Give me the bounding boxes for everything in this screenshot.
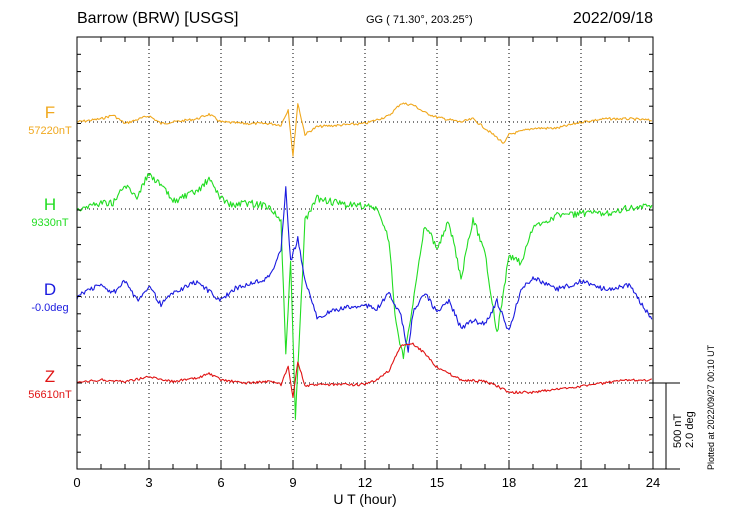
series-line-d bbox=[76, 186, 653, 353]
x-tick-label: 9 bbox=[289, 475, 296, 490]
series-line-z bbox=[76, 342, 652, 398]
x-tick-label: 18 bbox=[502, 475, 516, 490]
series-name-f: F bbox=[44, 103, 56, 122]
scale-bar-deg: 2.0 deg bbox=[684, 411, 696, 448]
plotted-timestamp: Plotted at 2022/09/27 00:10 UT bbox=[706, 344, 716, 470]
series-baseline-f: 57220nT bbox=[28, 125, 72, 137]
x-axis-label: U T (hour) bbox=[333, 491, 397, 507]
scale-bar-nt: 500 nT bbox=[672, 413, 684, 448]
series-lines bbox=[76, 102, 653, 420]
series-name-z: Z bbox=[44, 367, 56, 386]
series-name-h: H bbox=[43, 195, 57, 214]
x-tick-label: 0 bbox=[73, 475, 80, 490]
x-tick-label: 12 bbox=[358, 475, 372, 490]
series-baseline-d: -0.0deg bbox=[31, 302, 69, 314]
series-line-f bbox=[77, 102, 652, 157]
chart-date: 2022/09/18 bbox=[572, 10, 653, 27]
x-tick-label: 3 bbox=[145, 475, 152, 490]
x-tick-label: 21 bbox=[574, 475, 588, 490]
x-tick-label: 24 bbox=[646, 475, 660, 490]
x-tick-label: 15 bbox=[430, 475, 444, 490]
series-baseline-z: 56610nT bbox=[28, 389, 72, 401]
axis-frame: 0 3 6 9 12 15 18 21 24 bbox=[73, 36, 680, 490]
series-baseline-h: 9330nT bbox=[31, 217, 69, 229]
series-name-d: D bbox=[43, 280, 57, 299]
series-line-h bbox=[76, 172, 653, 420]
station-title: Barrow (BRW) [USGS] bbox=[77, 10, 239, 27]
x-tick-label: 6 bbox=[217, 475, 224, 490]
gridlines bbox=[77, 37, 653, 469]
station-coordinates: GG ( 71.30°, 203.25°) bbox=[366, 14, 473, 26]
